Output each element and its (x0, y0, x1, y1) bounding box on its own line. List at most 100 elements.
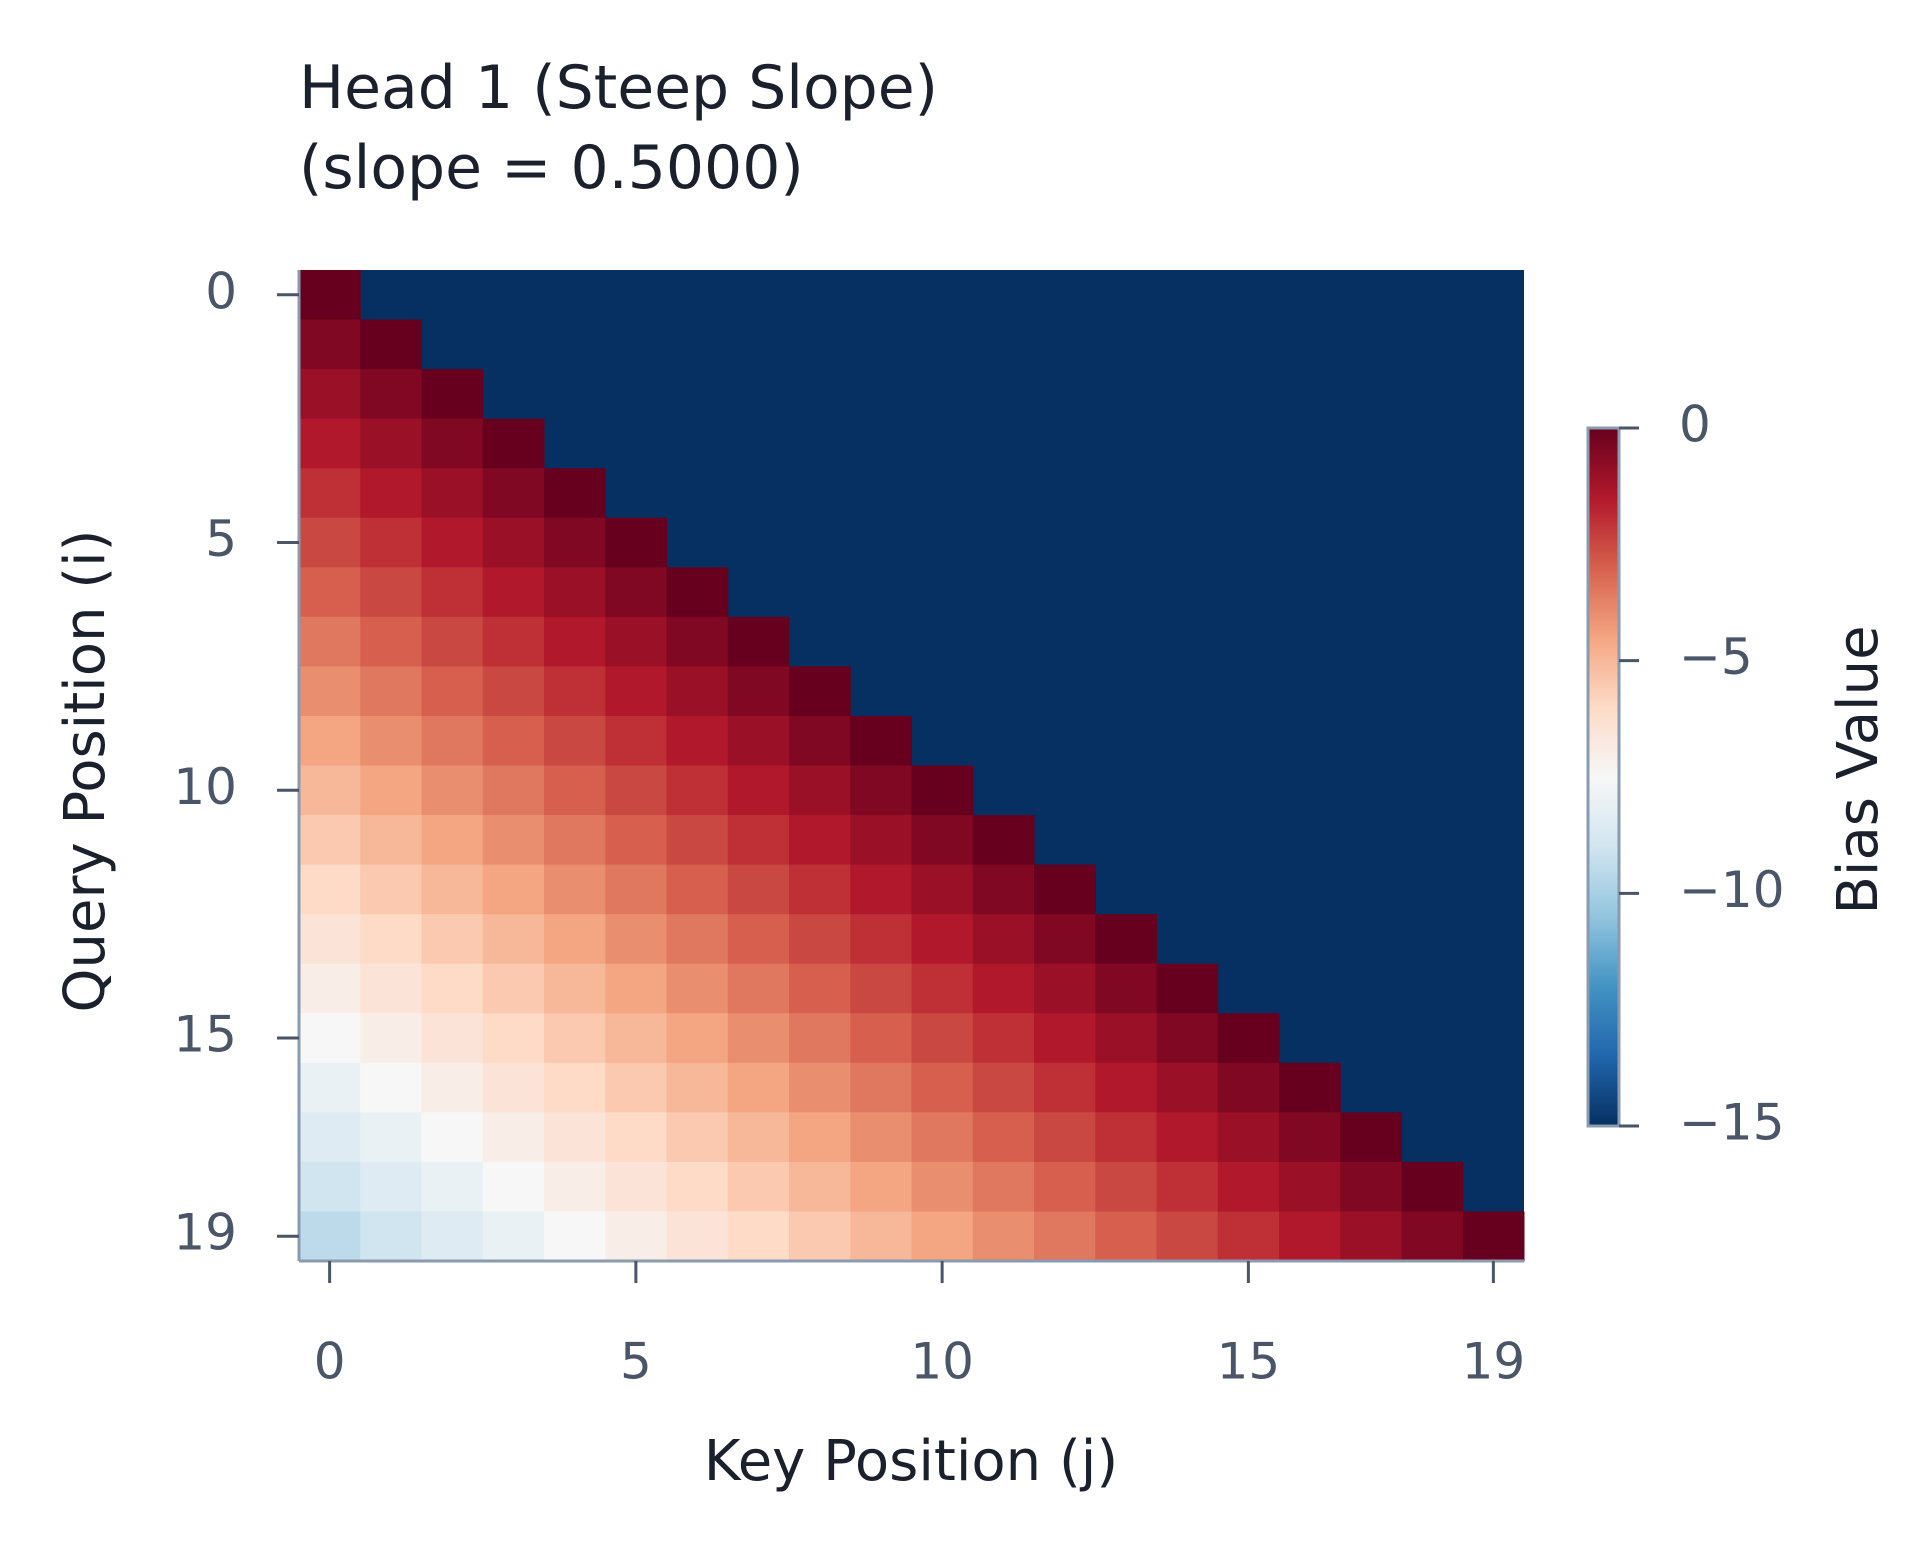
heatmap-cell (421, 914, 484, 965)
heatmap-cell (605, 1211, 667, 1262)
heatmap-cell (972, 963, 1035, 1014)
heatmap-cell (299, 270, 361, 321)
heatmap-cell (605, 616, 667, 667)
heatmap-cell (299, 1211, 361, 1262)
heatmap-cell (850, 815, 912, 866)
heatmap-cell (727, 1112, 790, 1163)
heatmap-cell (544, 963, 606, 1014)
heatmap-cell (360, 715, 422, 766)
heatmap-cell (421, 864, 484, 915)
heatmap-cell (972, 815, 1035, 866)
heatmap-cell (1095, 1062, 1157, 1113)
heatmap-cell (1034, 1161, 1096, 1212)
heatmap-cell (421, 715, 484, 766)
heatmap-cell (972, 1112, 1035, 1163)
heatmap-cell (482, 815, 545, 866)
heatmap-cell (482, 567, 545, 618)
heatmap-cell (421, 616, 484, 667)
heatmap-cell (1217, 1112, 1280, 1163)
heatmap-cell (666, 1211, 729, 1262)
heatmap-cell (299, 666, 361, 717)
heatmap-cell (1340, 1112, 1402, 1163)
heatmap-cell (911, 864, 974, 915)
heatmap-cell (360, 1161, 422, 1212)
heatmap-cell (544, 1112, 606, 1163)
heatmap-cell (1034, 1013, 1096, 1064)
colorbar-tick-label: 0 (1679, 396, 1711, 454)
heatmap-cell (727, 616, 790, 667)
heatmap-cell (850, 1211, 912, 1262)
heatmap-cell (1156, 1062, 1219, 1113)
heatmap-cell (482, 418, 545, 469)
heatmap-cell (789, 1062, 851, 1113)
heatmap-cell (727, 815, 790, 866)
heatmap-cell (360, 1211, 422, 1262)
heatmap-cell (360, 1062, 422, 1113)
y-tick-label: 15 (173, 1006, 237, 1064)
heatmap-cell (360, 815, 422, 866)
heatmap-cell (789, 914, 851, 965)
heatmap-cell (544, 616, 606, 667)
heatmap-cell (482, 1013, 545, 1064)
heatmap-cell (299, 468, 361, 519)
heatmap-cell (544, 517, 606, 568)
heatmap-cell (421, 963, 484, 1014)
heatmap-cell (1217, 1013, 1280, 1064)
heatmap-cell (727, 765, 790, 816)
heatmap-cell (544, 666, 606, 717)
heatmap-cell (1156, 1211, 1219, 1262)
heatmap-cell (1095, 1112, 1157, 1163)
heatmap-cell (605, 1062, 667, 1113)
heatmap-cell (1156, 1161, 1219, 1212)
heatmap-cell (727, 715, 790, 766)
heatmap-cell (850, 715, 912, 766)
x-tick-label: 19 (1462, 1333, 1526, 1391)
y-tick-label: 10 (173, 758, 237, 816)
heatmap-cell (666, 1112, 729, 1163)
heatmap-cell (605, 765, 667, 816)
heatmap-cell (1156, 1112, 1219, 1163)
heatmap-cell (605, 914, 667, 965)
heatmap-cell (605, 1161, 667, 1212)
heatmap-cell (605, 1112, 667, 1163)
heatmap-cell (605, 567, 667, 618)
heatmap-cell (360, 616, 422, 667)
heatmap-cell (482, 715, 545, 766)
y-tick-label: 0 (205, 262, 237, 320)
heatmap-cell (911, 1013, 974, 1064)
heatmap-cell (360, 1112, 422, 1163)
heatmap-cell (482, 765, 545, 816)
heatmap-cell (421, 369, 484, 420)
heatmap-cell (482, 616, 545, 667)
heatmap-cell (360, 914, 422, 965)
heatmap-cell (1034, 1112, 1096, 1163)
heatmap-cell (1034, 1211, 1096, 1262)
heatmap-cell (666, 666, 729, 717)
heatmap-cell (911, 1211, 974, 1262)
heatmap-cell (666, 765, 729, 816)
heatmap-cell (544, 914, 606, 965)
heatmap-cell (850, 1062, 912, 1113)
heatmap-cell (605, 815, 667, 866)
heatmap-cell (666, 963, 729, 1014)
heatmap-cell (544, 815, 606, 866)
heatmap-cell (544, 864, 606, 915)
heatmap-cell (360, 319, 422, 370)
heatmap-cell (299, 517, 361, 568)
heatmap-cell (299, 319, 361, 370)
heatmap-cell (727, 1161, 790, 1212)
heatmap-cell (482, 864, 545, 915)
heatmap-cell (605, 517, 667, 568)
heatmap-cell (666, 1062, 729, 1113)
heatmap-cell (972, 864, 1035, 915)
heatmap-cell (360, 468, 422, 519)
colorbar (1586, 426, 1621, 1128)
heatmap-cell (360, 666, 422, 717)
heatmap-cell (1156, 1013, 1219, 1064)
heatmap-cell (299, 815, 361, 866)
heatmap-cell (1034, 914, 1096, 965)
heatmap-cell (299, 369, 361, 420)
heatmap-cell (360, 369, 422, 420)
x-tick-label: 15 (1217, 1333, 1281, 1391)
heatmap-cell (911, 765, 974, 816)
